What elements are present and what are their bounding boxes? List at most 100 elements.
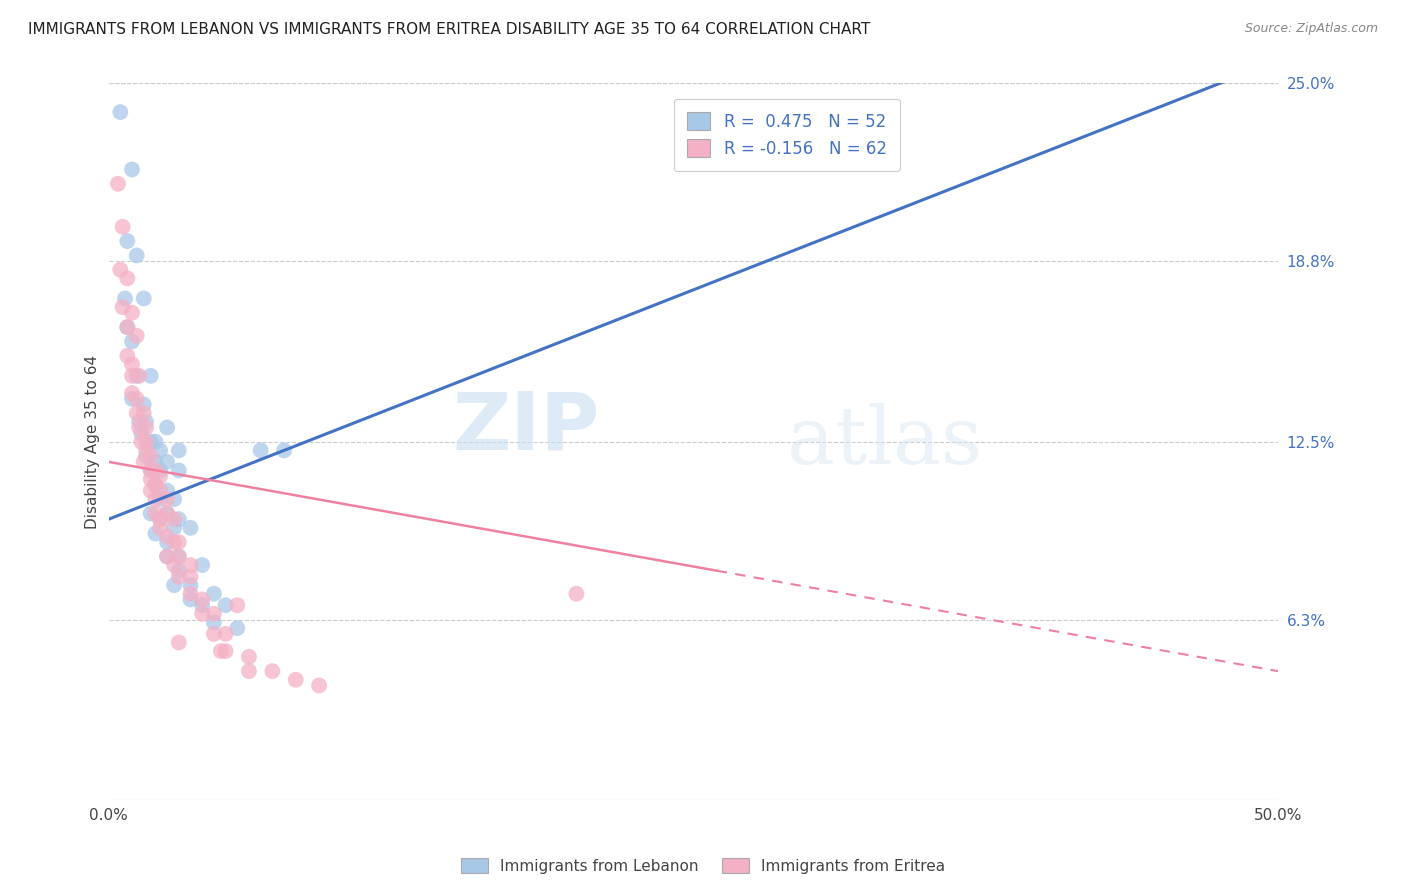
Point	[273, 443, 295, 458]
Point	[117, 349, 139, 363]
Point	[156, 549, 179, 564]
Point	[125, 328, 148, 343]
Point	[226, 621, 249, 635]
Legend: R =  0.475   N = 52, R = -0.156   N = 62: R = 0.475 N = 52, R = -0.156 N = 62	[673, 99, 900, 171]
Point	[163, 512, 186, 526]
Point	[131, 434, 153, 449]
Point	[214, 598, 236, 612]
Point	[132, 406, 155, 420]
Point	[121, 358, 143, 372]
Point	[107, 177, 129, 191]
Point	[139, 434, 162, 449]
Point	[149, 463, 172, 477]
Point	[284, 673, 307, 687]
Point	[202, 615, 225, 630]
Point	[125, 248, 148, 262]
Point	[149, 512, 172, 526]
Point	[132, 455, 155, 469]
Point	[163, 558, 186, 572]
Point	[167, 564, 190, 578]
Point	[226, 598, 249, 612]
Point	[163, 492, 186, 507]
Point	[114, 292, 136, 306]
Point	[139, 449, 162, 463]
Point	[145, 455, 167, 469]
Point	[179, 587, 201, 601]
Point	[117, 320, 139, 334]
Point	[149, 521, 172, 535]
Point	[121, 334, 143, 349]
Point	[163, 535, 186, 549]
Point	[128, 415, 150, 429]
Point	[238, 649, 260, 664]
Point	[139, 463, 162, 477]
Point	[202, 627, 225, 641]
Text: ZIP: ZIP	[453, 388, 600, 467]
Point	[135, 449, 157, 463]
Point	[163, 578, 186, 592]
Point	[139, 472, 162, 486]
Point	[110, 262, 132, 277]
Point	[149, 492, 172, 507]
Point	[149, 483, 172, 498]
Point	[125, 392, 148, 406]
Point	[214, 644, 236, 658]
Point	[156, 507, 179, 521]
Text: Source: ZipAtlas.com: Source: ZipAtlas.com	[1244, 22, 1378, 36]
Text: IMMIGRANTS FROM LEBANON VS IMMIGRANTS FROM ERITREA DISABILITY AGE 35 TO 64 CORRE: IMMIGRANTS FROM LEBANON VS IMMIGRANTS FR…	[28, 22, 870, 37]
Point	[111, 219, 134, 234]
Point	[249, 443, 271, 458]
Point	[308, 678, 330, 692]
Point	[156, 492, 179, 507]
Point	[191, 558, 214, 572]
Point	[167, 549, 190, 564]
Point	[209, 644, 232, 658]
Point	[145, 477, 167, 491]
Point	[167, 463, 190, 477]
Point	[202, 587, 225, 601]
Point	[167, 512, 190, 526]
Legend: Immigrants from Lebanon, Immigrants from Eritrea: Immigrants from Lebanon, Immigrants from…	[454, 852, 952, 880]
Point	[179, 592, 201, 607]
Point	[110, 105, 132, 120]
Point	[121, 368, 143, 383]
Point	[128, 368, 150, 383]
Point	[145, 492, 167, 507]
Point	[145, 434, 167, 449]
Point	[191, 592, 214, 607]
Point	[121, 306, 143, 320]
Point	[179, 558, 201, 572]
Point	[125, 368, 148, 383]
Point	[202, 607, 225, 621]
Point	[111, 300, 134, 314]
Point	[121, 386, 143, 401]
Point	[214, 627, 236, 641]
Point	[156, 549, 179, 564]
Point	[139, 507, 162, 521]
Point	[125, 406, 148, 420]
Point	[238, 664, 260, 678]
Point	[149, 443, 172, 458]
Point	[135, 415, 157, 429]
Point	[135, 420, 157, 434]
Point	[156, 420, 179, 434]
Point	[145, 463, 167, 477]
Point	[167, 549, 190, 564]
Point	[191, 598, 214, 612]
Point	[139, 368, 162, 383]
Point	[191, 607, 214, 621]
Point	[167, 569, 190, 583]
Y-axis label: Disability Age 35 to 64: Disability Age 35 to 64	[86, 355, 100, 529]
Point	[132, 398, 155, 412]
Point	[167, 443, 190, 458]
Point	[262, 664, 284, 678]
Point	[179, 569, 201, 583]
Point	[145, 507, 167, 521]
Point	[156, 455, 179, 469]
Point	[132, 292, 155, 306]
Point	[135, 443, 157, 458]
Point	[179, 578, 201, 592]
Point	[145, 526, 167, 541]
Point	[156, 535, 179, 549]
Point	[135, 434, 157, 449]
